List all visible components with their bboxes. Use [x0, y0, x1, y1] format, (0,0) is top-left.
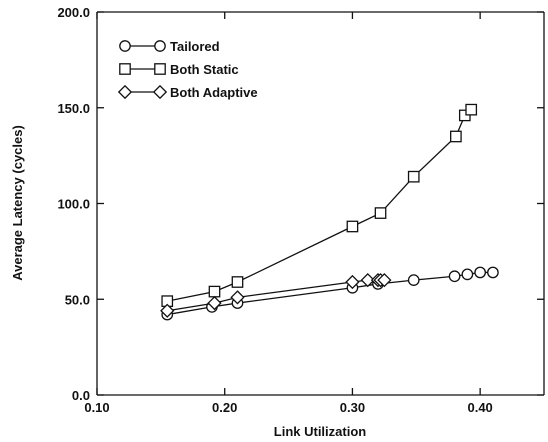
x-tick-label: 0.40	[467, 400, 492, 415]
x-tick-label: 0.10	[84, 400, 109, 415]
series-layer	[160, 103, 499, 321]
series-line-both-static	[167, 109, 472, 302]
data-point-tailored	[461, 268, 474, 281]
data-point-both-static	[450, 130, 462, 143]
data-point-both-static	[407, 170, 420, 183]
legend: Tailored Both Static Both Adaptive	[117, 39, 258, 100]
series-both-adaptive	[160, 272, 392, 318]
data-point-both-static	[231, 276, 244, 288]
data-point-both-adaptive	[230, 290, 245, 305]
data-point-both-static	[465, 103, 478, 116]
legend-marker	[152, 84, 168, 100]
y-tick-label: 200.0	[57, 5, 90, 20]
data-point-tailored	[487, 266, 499, 279]
data-point-both-adaptive	[207, 295, 222, 311]
data-point-both-adaptive	[360, 272, 375, 288]
data-point-tailored	[407, 274, 420, 286]
legend-item-both-static: Both Static	[119, 62, 239, 77]
data-point-both-static	[374, 207, 387, 219]
legend-item-tailored: Tailored	[119, 39, 220, 54]
legend-label: Both Adaptive	[170, 85, 258, 100]
x-tick-label: 0.20	[212, 400, 237, 415]
x-axis: 0.10 0.20 0.30 0.40	[84, 12, 493, 415]
y-tick-label: 100.0	[57, 197, 90, 212]
legend-marker	[154, 63, 166, 75]
data-point-tailored	[448, 270, 461, 283]
y-tick-label: 0.0	[72, 388, 90, 403]
legend-marker	[154, 40, 166, 52]
data-point-both-static	[346, 220, 359, 233]
series-both-static	[161, 103, 478, 308]
data-point-both-adaptive	[160, 303, 175, 318]
legend-marker	[119, 40, 131, 52]
legend-label: Both Static	[170, 62, 239, 77]
series-tailored	[161, 266, 499, 321]
data-point-both-adaptive	[377, 272, 392, 288]
legend-marker	[117, 84, 133, 100]
legend-marker	[119, 63, 131, 75]
x-tick-label: 0.30	[340, 400, 365, 415]
legend-label: Tailored	[170, 39, 220, 54]
legend-item-both-adaptive: Both Adaptive	[117, 84, 258, 100]
y-axis-label: Average Latency (cycles)	[10, 125, 25, 281]
x-axis-label: Link Utilization	[274, 424, 367, 439]
data-point-tailored	[474, 266, 486, 279]
series-line-tailored	[167, 271, 493, 316]
y-axis: 0.0 50.0 100.0 150.0 200.0	[57, 5, 544, 403]
data-point-both-adaptive	[345, 274, 360, 290]
y-tick-label: 50.0	[65, 292, 90, 307]
data-point-both-static	[208, 285, 221, 298]
y-tick-label: 150.0	[57, 101, 90, 116]
